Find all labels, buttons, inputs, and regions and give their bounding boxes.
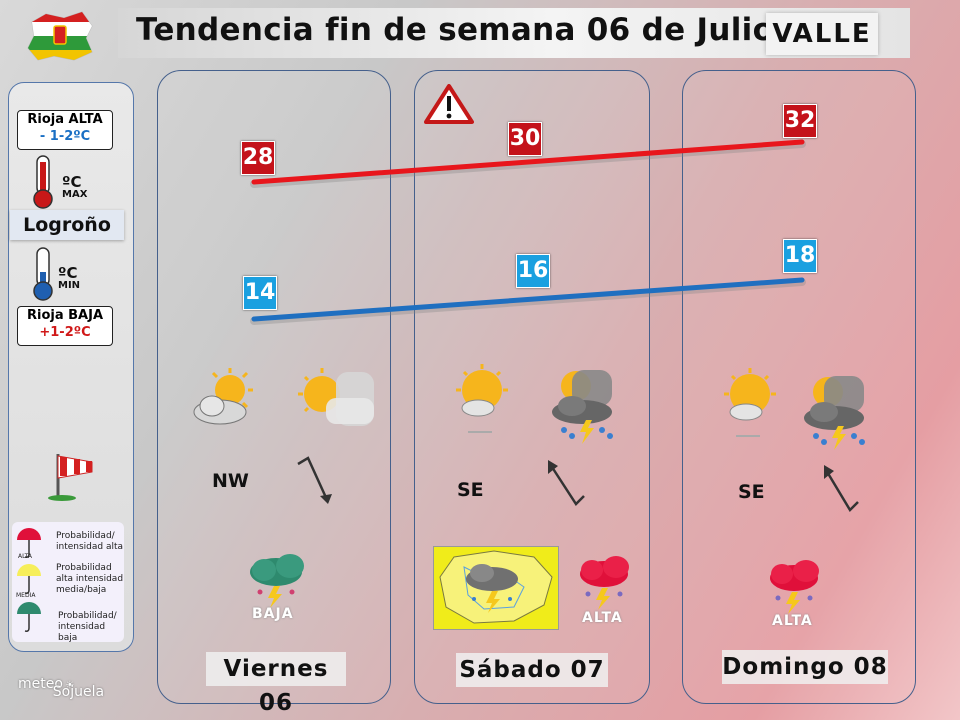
storm-prob-sabado: ALTA <box>582 610 623 626</box>
temp-min-sabado: 16 <box>516 254 550 288</box>
thunderstorm-icon <box>552 370 613 444</box>
city-label: Logroño <box>10 210 124 240</box>
wind-dir-sabado: SE <box>457 479 484 501</box>
rioja-baja-label: Rioja BAJA <box>26 308 104 323</box>
temp-max-sabado: 30 <box>508 122 542 156</box>
logo-text-meteo: meteo <box>18 676 63 692</box>
wind-arrow-icon-sabado <box>548 460 585 506</box>
temp-min-domingo: 18 <box>783 239 817 273</box>
wind-arrow-icon-viernes <box>297 456 332 504</box>
page-title: Tendencia fin de semana 06 de Julio <box>136 12 775 48</box>
wind-dir-domingo: SE <box>738 481 765 503</box>
rioja-alta-value: - 1-2ºC <box>39 129 91 144</box>
storm-map-graphic <box>439 550 553 624</box>
umbrella-red-icon <box>17 528 41 558</box>
zone-badge: VALLE <box>766 13 878 55</box>
temp-max-domingo: 32 <box>783 104 817 138</box>
sun-cloud-icon <box>456 364 508 433</box>
rioja-baja-value: +1-2ºC <box>39 325 91 340</box>
logo-text-sojuela: Sojuela <box>52 684 105 700</box>
min-label: MIN <box>58 280 81 291</box>
umbrella-alta-label: ALTA <box>18 553 32 560</box>
storm-cloud-green-icon <box>250 554 304 608</box>
sun-mist-icon <box>298 368 374 426</box>
sun-cloud-icon-domingo <box>724 368 776 437</box>
temp-max-viernes: 28 <box>241 141 275 175</box>
thermometer-max-icon <box>33 155 53 209</box>
meteosojuela-logo: meteo ☀ Sojuela <box>18 676 130 700</box>
thunderstorm-icon-domingo <box>804 376 865 450</box>
wind-dir-viernes: NW <box>212 470 249 492</box>
warning-icon <box>424 84 474 124</box>
max-unit: ºC MAX <box>62 172 87 200</box>
prob-medium-text: Probabilidad alta intensidad media/baja <box>56 563 124 595</box>
day-card-domingo <box>682 70 916 704</box>
storm-prob-viernes: BAJA <box>252 606 294 622</box>
partly-cloudy-icon <box>193 368 253 425</box>
max-label: MAX <box>62 189 88 200</box>
windsock-icon <box>48 454 93 501</box>
day-label-sabado: Sábado 07 <box>456 653 608 687</box>
rioja-baja-box: Rioja BAJA +1-2ºC <box>17 306 113 346</box>
storm-prob-domingo: ALTA <box>772 613 813 629</box>
sun-small-icon: ☀ <box>65 680 75 691</box>
day-label-viernes: Viernes 06 <box>206 652 346 716</box>
umbrella-green-icon <box>17 602 41 632</box>
storm-map-image <box>433 546 559 630</box>
storm-cloud-red-icon-domingo <box>770 560 819 614</box>
probability-legend <box>12 522 124 642</box>
day-label-domingo: Domingo 08 <box>722 650 888 684</box>
la-rioja-flag-icon <box>27 11 93 61</box>
min-unit-symbol: ºC <box>58 264 78 282</box>
max-unit-symbol: ºC <box>62 173 82 191</box>
rioja-alta-label: Rioja ALTA <box>27 112 103 127</box>
temp-min-viernes: 14 <box>243 276 277 310</box>
umbrella-yellow-icon <box>17 564 41 594</box>
wind-arrow-icon-domingo <box>824 465 859 513</box>
prob-low-text: Probabilidad/ intensidad baja <box>58 611 117 643</box>
prob-high-text: Probabilidad/ intensidad alta <box>56 531 124 552</box>
rioja-alta-box: Rioja ALTA - 1-2ºC <box>17 110 113 150</box>
umbrella-media-label: MEDIA <box>16 592 36 599</box>
thermometer-min-icon <box>33 247 53 301</box>
min-unit: ºC MIN <box>58 263 80 291</box>
storm-cloud-red-icon-sabado <box>580 556 629 610</box>
